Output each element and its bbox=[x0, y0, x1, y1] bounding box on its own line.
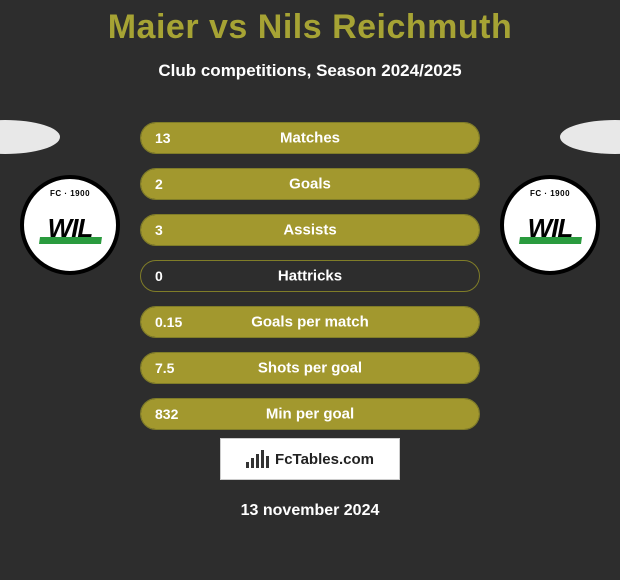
club-badge-left: FC · 1900 WIL bbox=[20, 175, 120, 275]
stat-value-left: 0 bbox=[155, 268, 163, 284]
stat-row: 2 Goals bbox=[140, 168, 480, 200]
stat-row: 13 Matches bbox=[140, 122, 480, 154]
club-topline-left: FC · 1900 bbox=[50, 189, 90, 198]
stat-row: 0 Hattricks bbox=[140, 260, 480, 292]
stat-label: Goals bbox=[289, 176, 331, 193]
player-avatar-right bbox=[560, 120, 620, 154]
stat-value-left: 0.15 bbox=[155, 314, 182, 330]
stat-row: 3 Assists bbox=[140, 214, 480, 246]
stats-container: 13 Matches 2 Goals 3 Assists 0 Hattricks… bbox=[140, 122, 480, 430]
club-badge-right: FC · 1900 WIL bbox=[500, 175, 600, 275]
stat-value-left: 7.5 bbox=[155, 360, 174, 376]
date-label: 13 november 2024 bbox=[0, 502, 620, 520]
stat-label: Shots per goal bbox=[258, 360, 362, 377]
stat-value-left: 2 bbox=[155, 176, 163, 192]
page-title: Maier vs Nils Reichmuth bbox=[0, 0, 620, 47]
club-swoosh-icon bbox=[518, 237, 582, 251]
stat-row: 7.5 Shots per goal bbox=[140, 352, 480, 384]
source-logo-text: FcTables.com bbox=[275, 451, 374, 468]
stat-label: Min per goal bbox=[266, 406, 354, 423]
stat-label: Assists bbox=[283, 222, 336, 239]
stat-label: Goals per match bbox=[251, 314, 369, 331]
bars-icon bbox=[246, 450, 269, 468]
stat-row: 832 Min per goal bbox=[140, 398, 480, 430]
stat-label: Hattricks bbox=[278, 268, 342, 285]
player-avatar-left bbox=[0, 120, 60, 154]
stat-value-left: 3 bbox=[155, 222, 163, 238]
source-logo: FcTables.com bbox=[220, 438, 400, 480]
stat-value-left: 832 bbox=[155, 406, 178, 422]
stat-label: Matches bbox=[280, 130, 340, 147]
club-topline-right: FC · 1900 bbox=[530, 189, 570, 198]
stat-value-left: 13 bbox=[155, 130, 171, 146]
club-swoosh-icon bbox=[38, 237, 102, 251]
subtitle: Club competitions, Season 2024/2025 bbox=[0, 61, 620, 81]
stat-row: 0.15 Goals per match bbox=[140, 306, 480, 338]
